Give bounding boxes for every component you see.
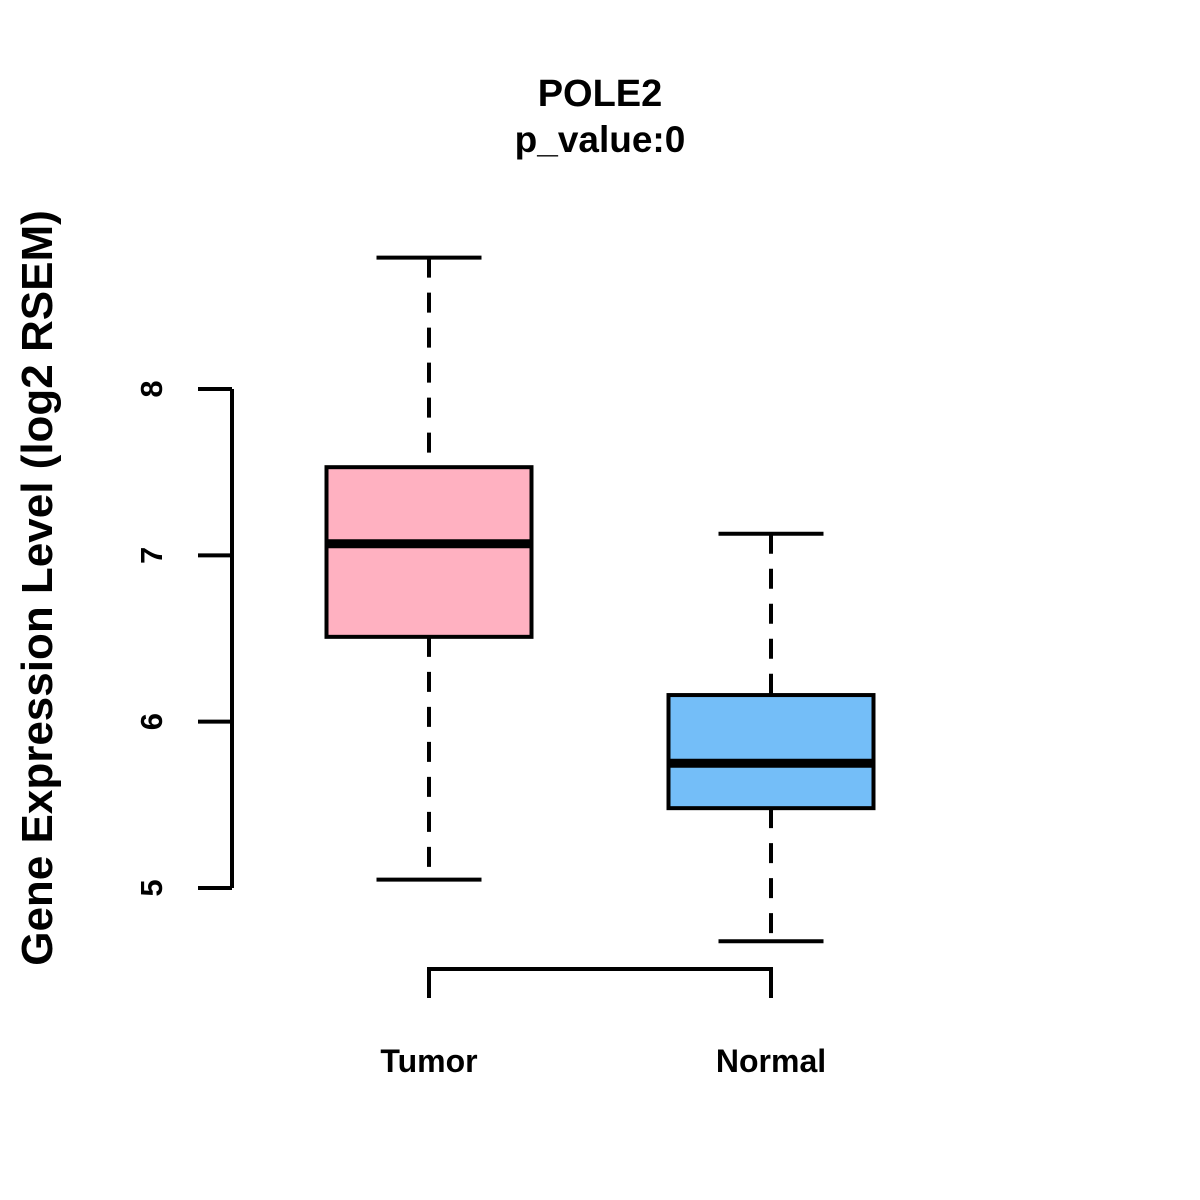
- x-category-label-normal: Normal: [716, 1043, 826, 1079]
- y-tick-label: 5: [134, 879, 169, 896]
- y-axis-label: Gene Expression Level (log2 RSEM): [13, 210, 62, 966]
- normal-box: [666, 693, 876, 811]
- y-tick-label: 8: [134, 380, 169, 397]
- y-axis: 5 6 7 8: [134, 380, 234, 897]
- chart-title: POLE2: [538, 73, 663, 115]
- box-group-tumor: [324, 255, 534, 882]
- x-category-label-tumor: Tumor: [380, 1043, 477, 1079]
- x-axis-line: [427, 967, 773, 998]
- y-tick-label: 6: [134, 713, 169, 730]
- chart-subtitle: p_value:0: [515, 119, 686, 160]
- boxplot-boxes: [324, 255, 876, 944]
- x-axis: Tumor Normal: [380, 967, 826, 1079]
- tumor-box: [324, 465, 534, 639]
- box-group-normal: [666, 531, 876, 944]
- y-tick-label: 7: [134, 547, 169, 564]
